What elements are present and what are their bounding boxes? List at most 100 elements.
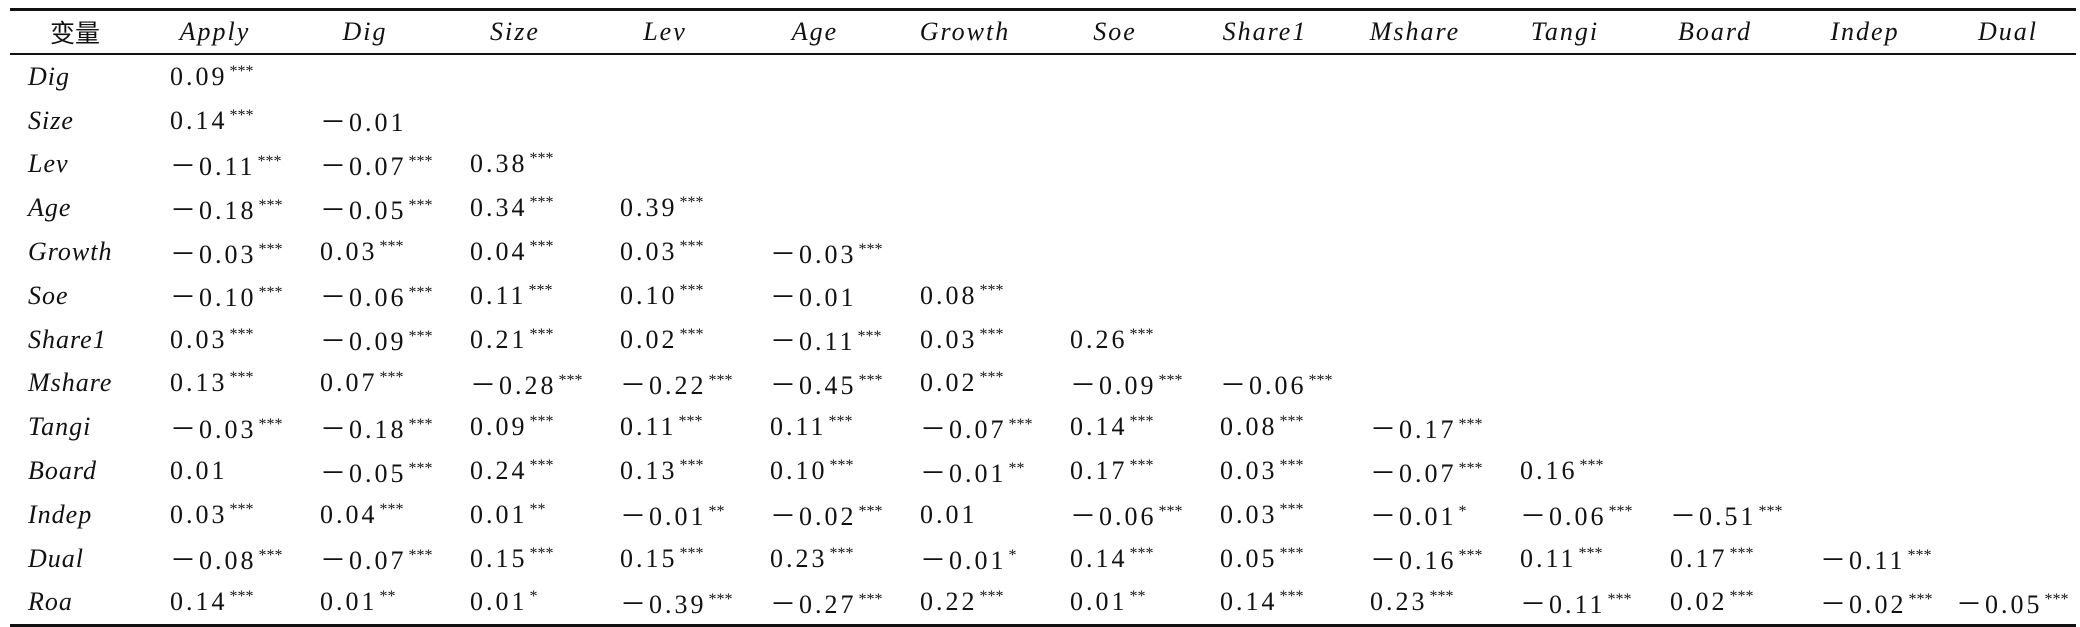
column-header-share1: Share1 <box>1222 17 1308 46</box>
cell-value: 0.15 *** <box>470 544 590 574</box>
significance-stars: *** <box>1279 457 1304 475</box>
coefficient: －0.39 <box>620 589 707 619</box>
significance-stars: *** <box>229 500 254 518</box>
cell-value: 0.01 ** <box>1070 587 1190 617</box>
table-cell: －0.09 *** <box>290 318 440 362</box>
table-cell: －0.03 *** <box>140 230 290 274</box>
table-cell <box>890 143 1040 187</box>
cell-value: 0.10 *** <box>620 281 740 311</box>
coefficient: －0.05 <box>320 458 407 488</box>
table-cell: 0.04 *** <box>440 230 590 274</box>
significance-stars: *** <box>379 238 404 256</box>
table-row: Lev －0.11 *** －0.07 *** 0.38 *** <box>10 143 2076 187</box>
significance-stars: *** <box>1279 544 1304 562</box>
significance-stars: ** <box>708 503 725 521</box>
table-cell: 0.16 *** <box>1490 449 1640 493</box>
coefficient: 0.02 <box>1670 587 1728 617</box>
table-cell: －0.06 *** <box>1190 362 1340 406</box>
table-cell: －0.06 *** <box>1040 493 1190 537</box>
cell-value: 0.14 *** <box>170 106 290 136</box>
column-header-age: Age <box>791 17 839 46</box>
table-cell: 0.13 *** <box>590 449 740 493</box>
cell-value: 0.38 *** <box>470 149 590 179</box>
table-cell <box>890 230 1040 274</box>
coefficient: 0.11 <box>470 280 527 310</box>
coefficient: －0.01 <box>1370 502 1457 532</box>
table-cell: 0.01 <box>140 449 290 493</box>
table-cell: 0.01 ** <box>290 581 440 626</box>
coefficient: －0.11 <box>1520 589 1606 619</box>
table-cell: 0.04 *** <box>290 493 440 537</box>
table-cell <box>1940 318 2076 362</box>
significance-stars: *** <box>408 547 433 565</box>
table-cell <box>1340 54 1490 99</box>
row-label: Lev <box>28 149 69 179</box>
coefficient: 0.01 <box>470 587 528 617</box>
cell-value: －0.39 *** <box>620 584 740 621</box>
coefficient: 0.03 <box>320 237 378 267</box>
significance-stars: *** <box>829 544 854 562</box>
table-cell <box>1940 274 2076 318</box>
table-cell <box>1790 449 1940 493</box>
table-cell <box>1490 362 1640 406</box>
cell-value: －0.06 *** <box>1070 496 1190 533</box>
significance-stars: *** <box>1158 503 1183 521</box>
cell-value: －0.02 *** <box>1820 584 1940 621</box>
table-cell: －0.01 <box>740 274 890 318</box>
table-cell <box>1790 54 1940 99</box>
row-label: Tangi <box>28 412 92 442</box>
table-cell <box>1940 186 2076 230</box>
significance-stars: ** <box>529 500 546 518</box>
table-cell: 0.17 *** <box>1640 537 1790 581</box>
table-cell: 0.03 *** <box>290 230 440 274</box>
cell-value: －0.08 *** <box>170 540 290 577</box>
cell-value: 0.03 *** <box>920 325 1040 355</box>
table-cell: －0.27 *** <box>740 581 890 626</box>
coefficient: 0.26 <box>1070 324 1128 354</box>
significance-stars: *** <box>1129 413 1154 431</box>
significance-stars: *** <box>558 371 583 389</box>
table-cell: －0.11 *** <box>1490 581 1640 626</box>
cell-value: 0.03 *** <box>1220 500 1340 530</box>
cell-value: 0.23 *** <box>770 544 890 574</box>
coefficient: －0.07 <box>920 414 1007 444</box>
column-header-size: Size <box>490 17 540 46</box>
cell-value: －0.10 *** <box>170 277 290 314</box>
coefficient: －0.06 <box>1520 502 1607 532</box>
cell-value: －0.07 *** <box>320 146 440 183</box>
significance-stars: ** <box>1008 459 1025 477</box>
table-cell: 0.11 *** <box>440 274 590 318</box>
cell-value: －0.16 *** <box>1370 540 1490 577</box>
table-cell <box>1190 186 1340 230</box>
table-cell <box>1940 54 2076 99</box>
table-cell <box>1340 143 1490 187</box>
cell-value: －0.05 *** <box>320 453 440 490</box>
cell-value: －0.18 *** <box>320 409 440 446</box>
coefficient: －0.01 <box>620 502 707 532</box>
table-cell <box>1040 54 1190 99</box>
significance-stars: *** <box>679 281 704 299</box>
significance-stars: *** <box>529 544 554 562</box>
table-cell <box>1640 449 1790 493</box>
significance-stars: *** <box>857 328 882 346</box>
cell-value: 0.16 *** <box>1520 456 1640 486</box>
coefficient: 0.39 <box>620 193 678 223</box>
significance-stars: *** <box>379 500 404 518</box>
coefficient: 0.02 <box>920 368 978 398</box>
significance-stars: *** <box>979 369 1004 387</box>
table-cell: －0.02 *** <box>1790 581 1940 626</box>
coefficient: 0.03 <box>170 324 228 354</box>
table-cell: 0.01 * <box>440 581 590 626</box>
table-cell: 0.11 *** <box>740 405 890 449</box>
cell-value: －0.03 *** <box>170 409 290 446</box>
cell-value: －0.01 <box>320 102 440 139</box>
coefficient: 0.01 <box>170 456 228 486</box>
coefficient: 0.14 <box>1070 412 1128 442</box>
significance-stars: *** <box>679 457 704 475</box>
significance-stars: *** <box>1279 413 1304 431</box>
cell-value: 0.02 *** <box>920 368 1040 398</box>
table-cell <box>1040 143 1190 187</box>
coefficient: 0.05 <box>1220 543 1278 573</box>
table-cell: 0.03 *** <box>1190 449 1340 493</box>
table-cell: 0.15 *** <box>590 537 740 581</box>
